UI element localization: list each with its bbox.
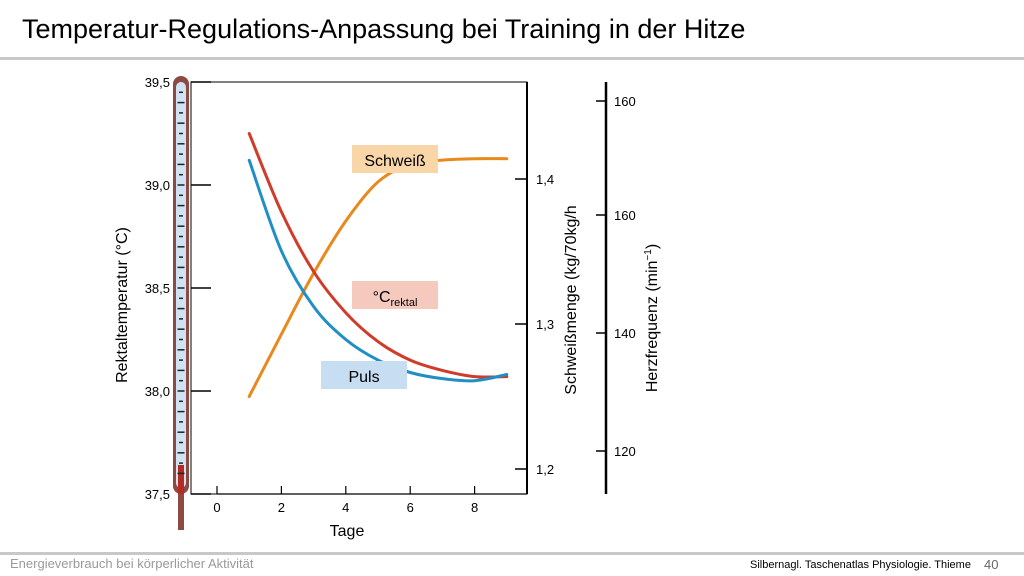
left-axis-tick-label: 38,0 [145,384,170,399]
page-number: 40 [984,557,999,572]
thermometer-icon [173,76,189,530]
right-axis-label: Herzfrequenz (min−1) [643,244,661,392]
x-axis-tick-label: 8 [471,500,478,515]
middle-axis-tick-label: 1,2 [536,462,554,477]
middle-axis-tick-label: 1,4 [536,172,554,187]
x-axis-label: Tage [330,523,365,540]
left-axis-tick-label: 39,5 [145,75,170,90]
series-label-rektal-main: °C [373,289,391,306]
x-axis-tick-label: 4 [342,500,349,515]
physiology-chart: 37,5 38,0 38,5 39,0 39,5 0 2 4 6 8 1,2 1,3 1,4 120… [114,75,661,540]
left-axis-tick-label: 37,5 [145,487,170,502]
series-line-puls [247,158,509,383]
right-axis-tick-label: 160 [614,208,636,223]
footer-section-title: Energieverbrauch bei körperlicher Aktivi… [10,556,254,571]
left-axis-tick-label: 39,0 [145,178,170,193]
x-axis-tick-label: 6 [407,500,414,515]
right-axis-label-text: Herzfrequenz (min [644,261,661,393]
right-axis-tick-label: 160 [614,94,636,109]
right-axis-label-sup: −1 [643,249,654,261]
series-line-rektal [247,132,509,379]
series-label-schweiss: Schweiß [364,153,426,170]
series-label-rektal: °Crektal [373,289,418,309]
right-axis-label-end: ) [644,244,661,249]
slide-title: Temperatur-Regulations-Anpassung bei Tra… [22,14,746,44]
series-layer [247,132,509,398]
label-bg-schweiss [352,145,438,173]
middle-axis-tick-label: 1,3 [536,317,554,332]
left-axis-tick-label: 38,5 [145,281,170,296]
left-axis-label: Rektaltemperatur (°C) [114,227,131,383]
right-axis-tick-label: 120 [614,444,636,459]
middle-axis-label: Schweißmenge (kg/70kg/h [563,205,580,394]
right-axis: 120 140 160 160 [596,82,636,494]
label-bg-puls [321,361,407,389]
footer-source: Silbernagl. Taschenatlas Physiologie. Th… [750,559,971,571]
x-axis-tick-label: 0 [213,500,220,515]
series-line-schweiss [247,157,509,398]
title-divider [0,57,1024,60]
x-axis-tick-label: 2 [278,500,285,515]
left-axis: 37,5 38,0 38,5 39,0 39,5 [145,75,211,502]
series-label-rektal-sub: rektal [391,297,418,309]
footer-divider [0,552,1024,555]
x-axis: 0 2 4 6 8 [213,486,527,515]
label-bg-rektal [352,281,438,309]
series-label-puls: Puls [348,369,379,386]
right-axis-tick-label: 140 [614,326,636,341]
middle-axis: 1,2 1,3 1,4 [515,82,554,494]
